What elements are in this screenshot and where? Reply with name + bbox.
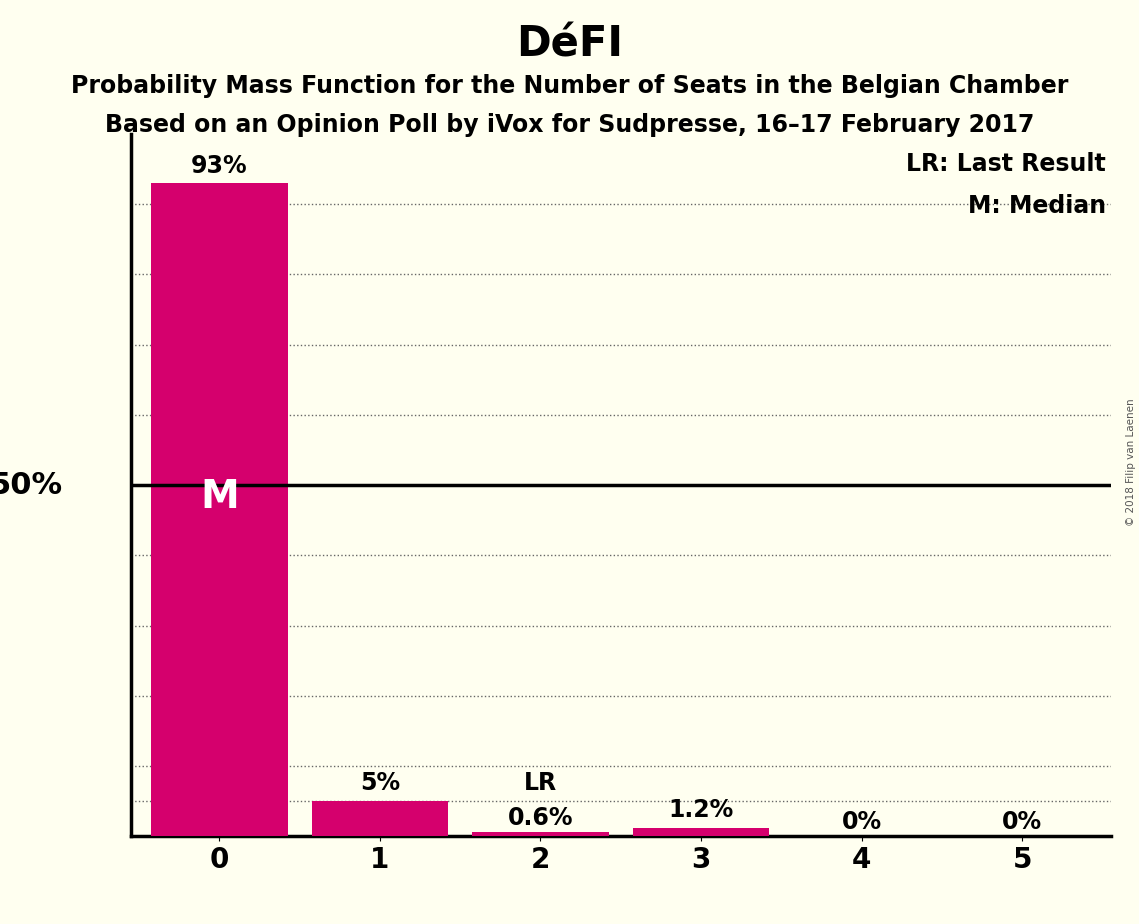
Text: LR: Last Result: LR: Last Result — [906, 152, 1106, 176]
Text: 5%: 5% — [360, 772, 400, 796]
Text: M: Median: M: Median — [967, 194, 1106, 218]
Bar — [473, 832, 608, 836]
Text: M: M — [200, 478, 239, 516]
Text: 0.6%: 0.6% — [508, 806, 573, 830]
Text: LR: LR — [524, 772, 557, 796]
Bar — [633, 828, 769, 836]
Text: Probability Mass Function for the Number of Seats in the Belgian Chamber: Probability Mass Function for the Number… — [71, 74, 1068, 98]
Text: 50%: 50% — [0, 470, 63, 500]
Text: DéFI: DéFI — [516, 23, 623, 65]
Text: 93%: 93% — [191, 153, 247, 177]
Text: 0%: 0% — [842, 810, 882, 834]
Text: 1.2%: 1.2% — [669, 798, 734, 822]
Bar — [312, 801, 448, 836]
Bar — [151, 183, 287, 836]
Text: Based on an Opinion Poll by iVox for Sudpresse, 16–17 February 2017: Based on an Opinion Poll by iVox for Sud… — [105, 113, 1034, 137]
Text: 0%: 0% — [1002, 810, 1042, 834]
Text: © 2018 Filip van Laenen: © 2018 Filip van Laenen — [1126, 398, 1136, 526]
